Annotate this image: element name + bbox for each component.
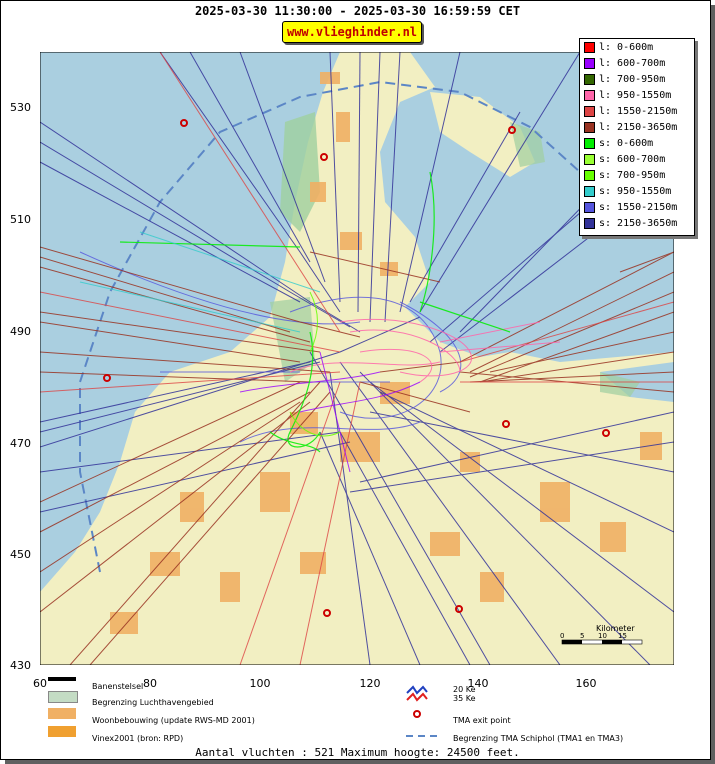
legend-item: s: 1550-2150m [584,201,677,215]
x-tick-label: 100 [249,677,271,690]
flight-tracks-lightgreen [289,291,341,437]
flight-tracks-red [40,52,674,665]
legend-swatch [584,89,595,101]
legend-swatch [584,57,595,69]
legend-item: l: 700-950m [584,73,665,87]
vinex-label: Vinex2001 (bron: RPD) [92,734,184,743]
legend-label: l: 600-700m [599,58,666,69]
scale-bar-tick: 0 [560,632,564,640]
legend-swatch [584,73,595,85]
tma-exit-icon [413,710,421,718]
legend-swatch [584,137,595,149]
legend-item: l: 600-700m [584,57,665,71]
scale-bar-label: Kilometer [596,624,635,633]
x-tick-label: 80 [143,677,157,690]
noise-contour-icon [406,685,428,702]
legend-swatch [584,201,595,213]
tma-boundary-label: Begrenzing TMA Schiphol (TMA1 en TMA3) [453,734,624,743]
legend-item: s: 950-1550m [584,185,671,199]
airport-boundary-label: Begrenzing Luchthavengebied [92,698,214,707]
tma-boundary-icon [406,735,442,737]
legend-item: l: 2150-3650m [584,121,677,135]
legend-label: l: 700-950m [599,74,666,85]
x-tick-label: 160 [575,677,597,690]
legend-label: l: 0-600m [599,42,654,53]
legend-item: s: 600-700m [584,153,665,167]
legend-label: s: 700-950m [599,170,666,181]
scale-bar [561,639,643,645]
housing-label: Woonbebouwing (update RWS-MD 2001) [92,716,255,725]
runway-swatch [48,677,76,681]
legend-label: s: 2150-3650m [599,218,678,229]
legend-item: s: 0-600m [584,137,653,151]
x-tick-label: 60 [33,677,47,690]
legend-item: s: 700-950m [584,169,665,183]
legend-label: l: 2150-3650m [599,122,678,133]
noise-35-label: 35 Ke [453,694,476,703]
scale-bar-tick: 15 [618,632,627,640]
map-key: Banenstelsel Begrenzing Luchthavengebied… [40,671,674,746]
legend-label: s: 950-1550m [599,186,672,197]
y-tick-label: 490 [10,325,31,338]
flight-track-map: Kilometer 0 5 10 15 [40,52,674,665]
legend-swatch [584,185,595,197]
tma-boundary [79,80,601,573]
tma-exit-label: TMA exit point [453,716,511,725]
green-area [270,297,315,382]
legend-item: l: 950-1550m [584,89,671,103]
y-tick-label: 430 [10,659,31,672]
flight-tracks-pink [289,318,561,383]
legend-swatch [584,105,595,117]
legend-label: s: 1550-2150m [599,202,678,213]
legend-item: l: 1550-2150m [584,105,677,119]
legend-label: s: 600-700m [599,154,666,165]
y-tick-label: 510 [10,213,31,226]
legend-label: s: 0-600m [599,138,654,149]
x-tick-label: 140 [467,677,489,690]
legend-swatch [584,121,595,133]
scale-bar-tick: 10 [598,632,607,640]
flight-tracks-green [119,171,511,453]
runway-label: Banenstelsel [92,682,144,691]
altitude-legend: l: 0-600m l: 600-700m l: 700-950m l: 950… [579,38,695,236]
legend-label: l: 1550-2150m [599,106,678,117]
flight-tracks-high [40,52,674,665]
scale-bar-tick: 5 [580,632,584,640]
legend-swatch [584,169,595,181]
island-area [430,92,535,177]
green-area [600,372,640,397]
legend-label: l: 950-1550m [599,90,672,101]
site-link[interactable]: www.vlieghinder.nl [282,21,422,43]
vinex-swatch [48,726,76,737]
legend-swatch [584,41,595,53]
tma-exit-points [103,119,610,617]
airport-boundary-swatch [48,691,78,703]
inner-water [435,222,600,332]
flight-tracks-purple [239,351,421,473]
flight-tracks-brown [40,246,674,665]
flight-summary: Aantal vluchten : 521 Maximum hoogte: 24… [195,746,520,759]
legend-item: s: 2150-3650m [584,217,677,231]
y-tick-label: 530 [10,101,31,114]
page-title: 2025-03-30 11:30:00 - 2025-03-30 16:59:5… [194,4,521,18]
housing-swatch [48,708,76,719]
y-tick-label: 450 [10,548,31,561]
legend-swatch [584,153,595,165]
legend-item: l: 0-600m [584,41,653,55]
legend-swatch [584,217,595,229]
x-tick-label: 120 [359,677,381,690]
flight-tracks-teal [79,231,321,333]
noise-20-label: 20 Ke [453,685,476,694]
y-tick-label: 470 [10,437,31,450]
